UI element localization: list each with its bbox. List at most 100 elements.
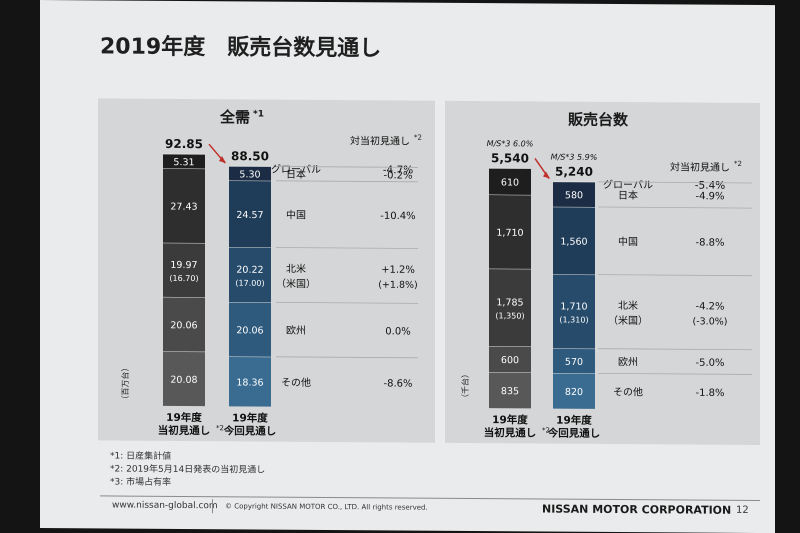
sales-revised-bar-0 <box>553 181 595 207</box>
sales-change-sub-value-2: (-3.0%) <box>693 316 728 327</box>
sales-region-label-0: 日本 <box>618 189 638 202</box>
footer-page-number: 12 <box>736 504 749 516</box>
sales-change-arrow-head <box>543 171 550 179</box>
demand-revised-total-label: 88.50 <box>231 149 269 163</box>
demand-region-label-0: 日本 <box>286 168 306 181</box>
sales-category-label-0-note: *2 <box>542 427 550 435</box>
sales-initial-sub-label-2: (1,350) <box>495 311 524 320</box>
sales-global-change: -5.4% <box>695 180 725 192</box>
demand-revised-bar-4 <box>229 356 271 407</box>
sales-revised-total-label: 5,240 <box>555 165 593 179</box>
demand-revised-value-label-4: 18.36 <box>236 377 263 388</box>
footer-copyright: © Copyright NISSAN MOTOR CO., LTD. All r… <box>225 502 428 512</box>
sales-row-separator-1 <box>598 206 752 209</box>
sales-region-label-2: 北米 <box>618 299 638 312</box>
demand-initial-value-label-3: 20.06 <box>170 320 197 331</box>
demand-revised-value-label-3: 20.06 <box>236 325 263 336</box>
sales-unit-label: （千台） <box>460 370 470 402</box>
slide: 2019年度 販売台数見通し 全需 *1 販売台数 20.08 20.06 19.97… <box>40 0 775 533</box>
sales-revised-value-label-3: 570 <box>565 357 583 368</box>
footer-url[interactable]: www.nissan-global.com <box>112 500 218 512</box>
sales-initial-value-label-0: 610 <box>501 177 519 188</box>
sales-revised-bar-3 <box>553 348 595 374</box>
demand-revised-bar-3 <box>229 302 271 357</box>
demand-initial-value-label-2: 19.97 <box>170 260 197 271</box>
demand-region-label-4: その他 <box>281 376 311 389</box>
demand-category-label-0-line1: 19年度 <box>166 411 202 424</box>
sales-change-value-0: -4.9% <box>695 191 724 202</box>
demand-initial-total-label: 92.85 <box>165 137 203 151</box>
demand-change-value-4: -8.6% <box>383 378 412 389</box>
demand-region-label-2: 北米 <box>286 262 306 275</box>
demand-revised-bar-0 <box>229 166 271 181</box>
demand-revised-bar-1 <box>229 180 271 248</box>
demand-category-label-1-line1: 19年度 <box>232 411 268 424</box>
demand-initial-value-label-1: 27.43 <box>170 202 197 213</box>
demand-change-arrow-head <box>219 156 226 164</box>
sales-initial-bar-1 <box>489 194 531 269</box>
sales-change-value-1: -8.8% <box>695 237 724 248</box>
sales-initial-value-label-1: 1,710 <box>496 228 523 239</box>
demand-row-separator-0 <box>276 166 418 168</box>
demand-initial-value-label-4: 20.08 <box>170 375 197 386</box>
sales-change-value-2: -4.2% <box>695 301 724 312</box>
sales-initial-bar-0 <box>489 168 531 195</box>
demand-change-value-3: 0.0% <box>385 326 410 337</box>
demand-initial-bar-0 <box>163 153 205 169</box>
demand-category-label-1-line2: 今回見通し <box>223 424 276 437</box>
demand-category-label-0-note: *2 <box>216 424 224 432</box>
sales-category-label-0-line2: 当初見通し <box>484 426 536 439</box>
demand-region-label-1: 中国 <box>286 208 306 221</box>
sales-change-value-3: -5.0% <box>695 358 724 369</box>
demand-row-separator-1 <box>276 180 418 183</box>
demand-row-separator-4 <box>276 356 418 359</box>
demand-column-header: 対当初見通し <box>350 134 410 147</box>
sales-initial-ms-label: M/S*3 6.0% <box>487 139 534 148</box>
demand-initial-bar-3 <box>163 296 205 352</box>
footnote-2: *2: 2019年5月14日発表の当初見通し <box>110 464 266 476</box>
demand-region-label-3: 欧州 <box>286 325 306 337</box>
sales-revised-sub-label-2: (1,310) <box>559 315 588 324</box>
sales-region-label-1: 中国 <box>618 235 638 248</box>
sales-initial-value-label-2: 1,785 <box>496 297 523 308</box>
demand-row-separator-2 <box>276 247 418 249</box>
demand-region-sub-label-2: （米国） <box>276 277 316 290</box>
footnote-3: *3: 市場占有率 <box>110 477 172 488</box>
sales-global-label: グローバル <box>603 178 653 191</box>
demand-initial-value-label-0: 5.31 <box>173 157 194 168</box>
sales-revised-ms-label: M/S*3 5.9% <box>551 153 598 162</box>
demand-revised-bar-2 <box>229 247 271 303</box>
sales-initial-total-label: 5,540 <box>491 151 529 165</box>
demand-global-label: グローバル <box>271 162 321 175</box>
footnote-1: *1: 日産集計値 <box>110 451 172 462</box>
sales-region-label-3: 欧州 <box>618 356 638 368</box>
demand-change-sub-value-2: (+1.8%) <box>378 280 418 291</box>
sales-row-separator-0 <box>598 181 752 184</box>
sales-initial-value-label-3: 600 <box>501 355 519 366</box>
sales-initial-bar-2 <box>489 268 531 347</box>
sales-column-header-note: *2 <box>734 160 742 168</box>
demand-revised-value-label-0: 5.30 <box>239 169 260 180</box>
sales-revised-bar-4 <box>553 373 595 409</box>
sales-revised-bar-2 <box>553 274 595 349</box>
demand-revised-value-label-2: 20.22 <box>236 265 263 276</box>
footer-company: NISSAN MOTOR CORPORATION <box>542 502 732 517</box>
sales-revised-value-label-4: 820 <box>565 387 583 398</box>
sales-region-label-4: その他 <box>613 385 643 398</box>
sales-change-value-4: -1.8% <box>695 388 724 399</box>
sales-category-label-1-line1: 19年度 <box>556 414 592 427</box>
sales-region-sub-label-2: （米国） <box>608 314 648 327</box>
sales-initial-bar-3 <box>489 345 531 373</box>
demand-change-value-2: +1.2% <box>381 265 415 276</box>
sales-revised-value-label-0: 580 <box>565 190 583 201</box>
demand-row-separator-3 <box>276 301 418 304</box>
demand-change-value-1: -10.4% <box>380 211 415 222</box>
sales-row-separator-2 <box>598 274 752 277</box>
footer-separator <box>212 499 213 514</box>
demand-initial-bar-4 <box>163 351 205 407</box>
sales-initial-value-label-4: 835 <box>501 386 519 397</box>
demand-change-value-0: -0.2% <box>383 170 412 181</box>
chart-canvas: 20.08 20.06 19.97 (16.70) 27.43 5.31 92.85 18.3… <box>120 134 752 440</box>
sales-category-label-1-line2: 今回見通し <box>547 427 600 440</box>
demand-initial-bar-2 <box>163 242 205 298</box>
